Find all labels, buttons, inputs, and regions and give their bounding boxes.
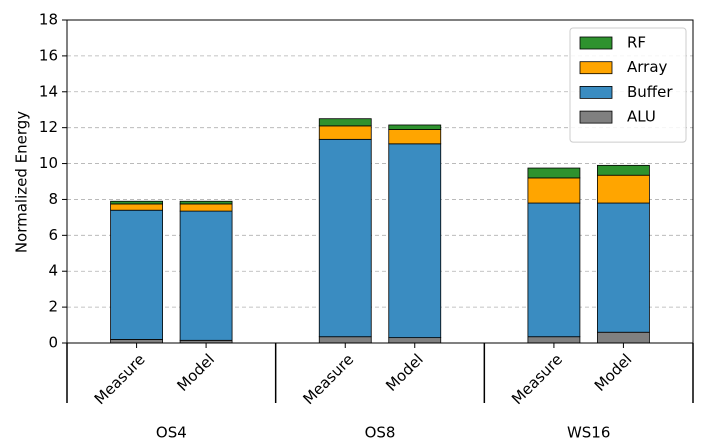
legend: RF Array Buffer ALU (569, 27, 687, 143)
y-tick-label: 2 (48, 298, 58, 316)
plot-frame (66, 19, 694, 344)
y-tick-label: 4 (48, 262, 58, 280)
y-tick-label: 18 (39, 11, 58, 29)
bar-segment (527, 167, 581, 179)
x-tick-label: Model (591, 350, 636, 395)
bar-segment (388, 143, 442, 339)
y-tick-label: 16 (39, 46, 58, 64)
y-tick-label: 12 (39, 118, 58, 136)
bar-segment (527, 177, 581, 204)
bar-segment (527, 202, 581, 338)
y-tick-label: 10 (39, 154, 58, 172)
group-label: WS16 (567, 424, 610, 442)
bar-segment (597, 164, 650, 176)
bar-segment (388, 129, 442, 145)
bar-segment (318, 118, 372, 127)
bar-segment (318, 336, 372, 344)
legend-swatch (579, 110, 613, 124)
y-axis-label: Normalized Energy (13, 111, 31, 253)
bar-segment (179, 200, 233, 205)
bar-segment (110, 209, 163, 340)
bar-segment (110, 203, 163, 211)
bar-segment (179, 203, 233, 212)
bar-segment (597, 331, 650, 344)
x-tick-label: Model (382, 350, 427, 395)
bar-segment (527, 336, 581, 344)
bar-segment (597, 174, 650, 204)
legend-swatch (579, 61, 613, 75)
y-tick-label: 14 (39, 82, 58, 100)
bar-segment (179, 210, 233, 341)
bar-segment (110, 200, 163, 205)
y-tick-label: 8 (48, 190, 58, 208)
legend-swatch (579, 36, 613, 50)
x-tick-label: Measure (508, 350, 566, 408)
y-tick-label: 0 (48, 334, 58, 352)
bar-segment (388, 124, 442, 130)
bar-segment (318, 125, 372, 140)
legend-swatch (579, 86, 613, 99)
legend-label: Array (627, 58, 668, 76)
x-tick-label: Measure (91, 350, 149, 408)
bar-segment (110, 339, 163, 344)
x-tick-label: Model (174, 350, 219, 395)
bar-segment (597, 202, 650, 333)
bar-segment (318, 138, 372, 338)
legend-label: Buffer (627, 83, 673, 101)
group-label: OS8 (365, 424, 396, 442)
bar-segment (388, 337, 442, 344)
legend-label: RF (627, 34, 646, 52)
x-tick-label: Measure (299, 350, 357, 408)
legend-label: ALU (627, 108, 656, 126)
group-label: OS4 (156, 424, 187, 442)
y-tick-label: 6 (48, 226, 58, 244)
